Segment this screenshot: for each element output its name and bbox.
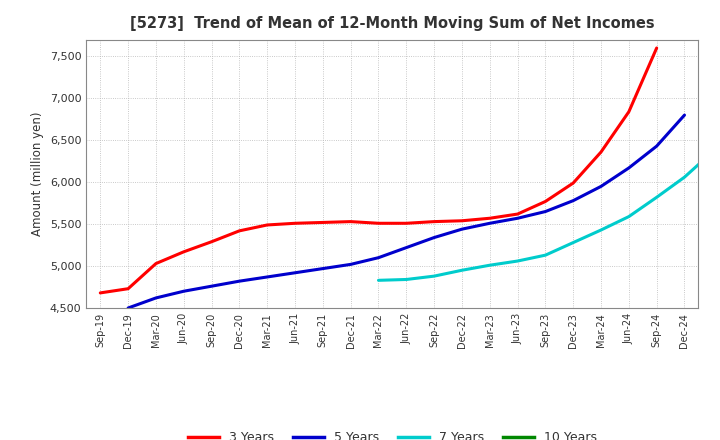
Title: [5273]  Trend of Mean of 12-Month Moving Sum of Net Incomes: [5273] Trend of Mean of 12-Month Moving …	[130, 16, 654, 32]
Legend: 3 Years, 5 Years, 7 Years, 10 Years: 3 Years, 5 Years, 7 Years, 10 Years	[183, 426, 602, 440]
Y-axis label: Amount (million yen): Amount (million yen)	[32, 112, 45, 236]
